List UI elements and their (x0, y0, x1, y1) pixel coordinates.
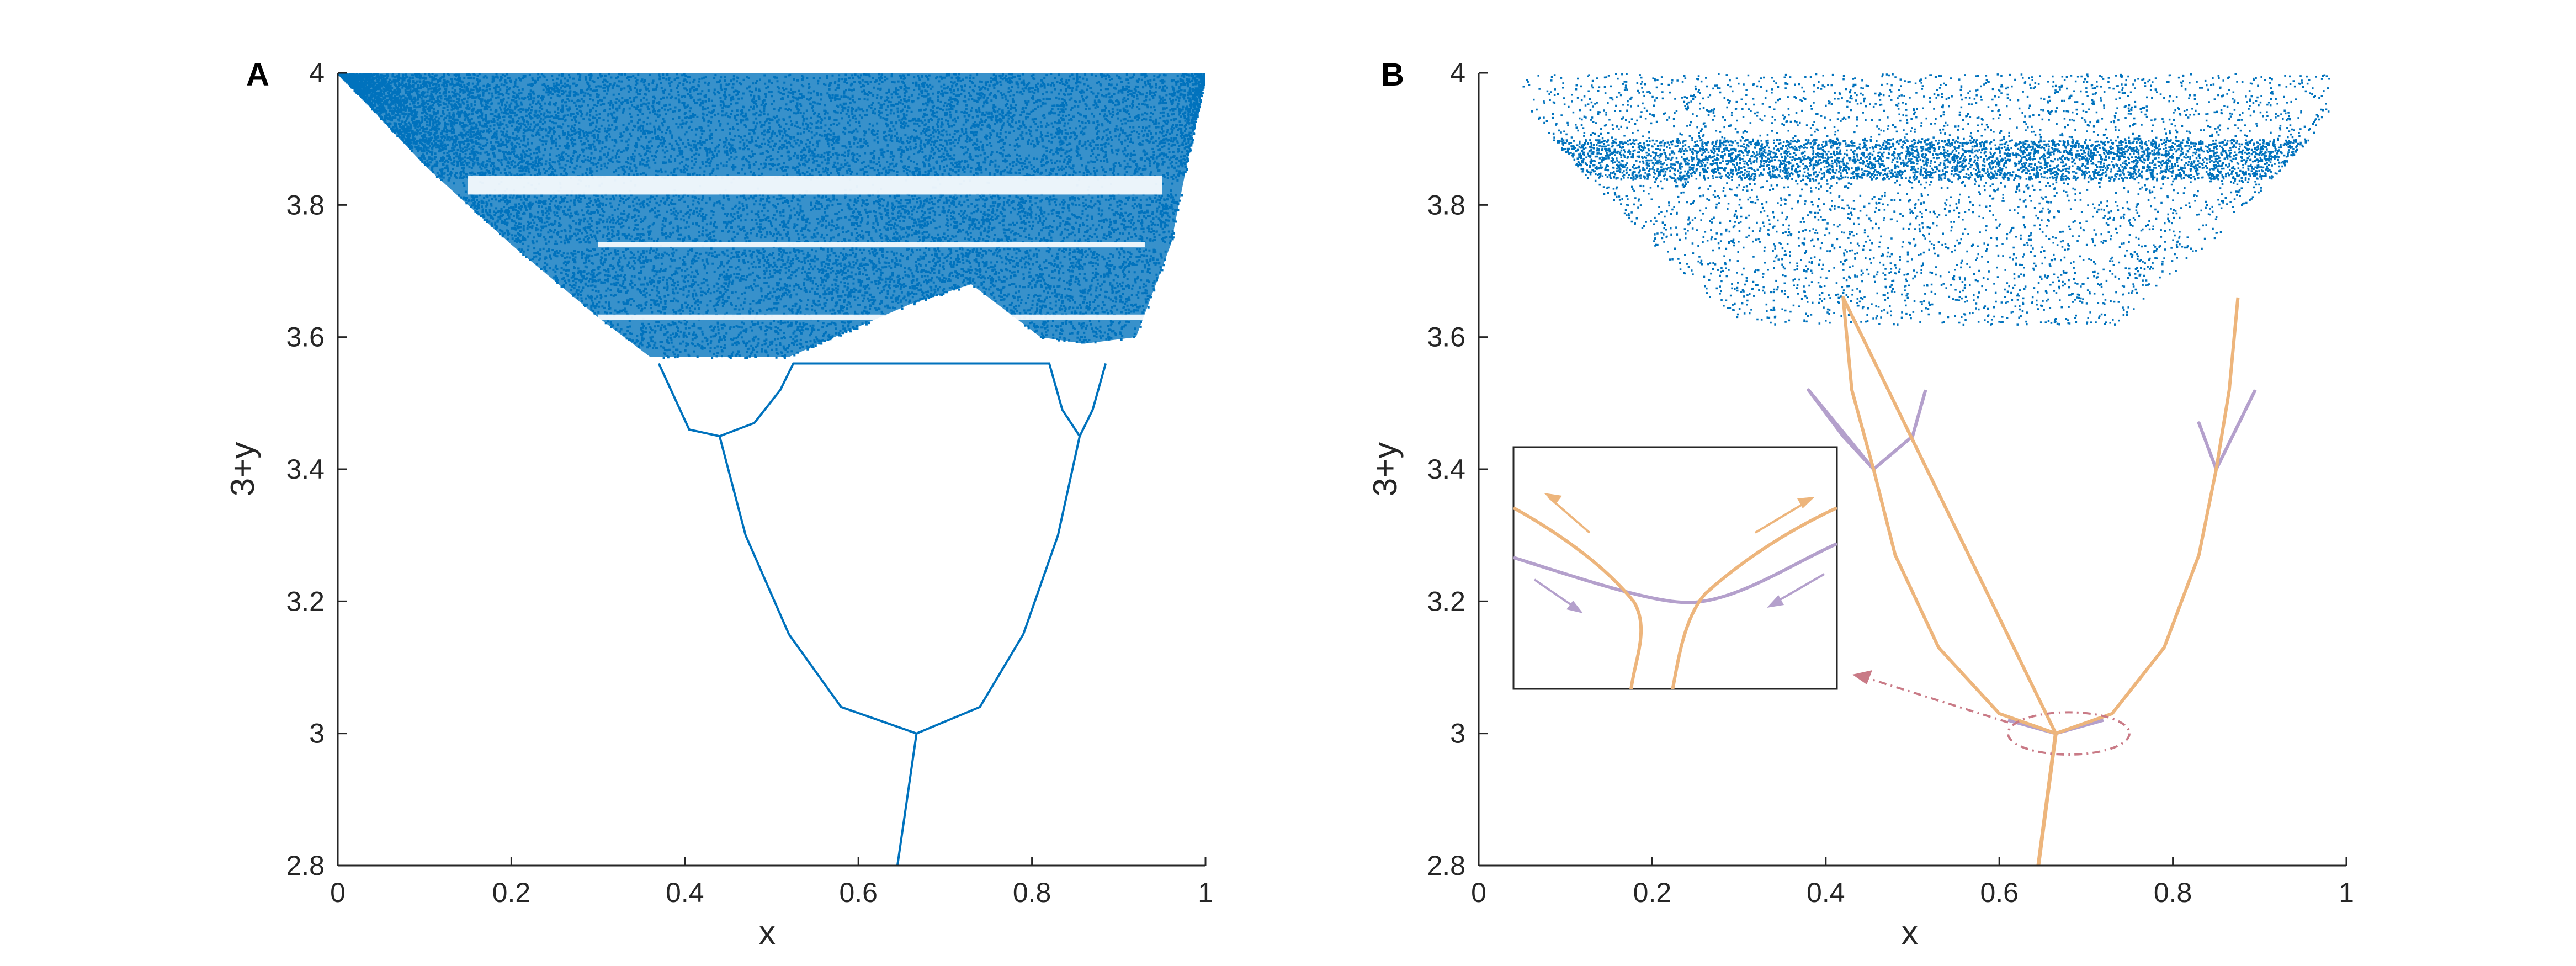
inset-orange-curve-left (1513, 506, 1643, 689)
bifurcation-branch-b (1807, 388, 1927, 471)
y-axis-title-a: 3+y (224, 442, 261, 496)
y-tick-label-b: 4 (1450, 57, 1465, 88)
y-tick-label-b: 3.8 (1427, 189, 1465, 220)
inset-arrow-orange-left-head (1544, 493, 1562, 505)
inset-content (1513, 506, 1837, 689)
x-axis-title-a: x (759, 914, 776, 951)
bifurcation-branch-b (2036, 733, 2058, 866)
highlight-annotation (1852, 670, 2131, 756)
y-tick-label-a: 4 (309, 57, 325, 88)
inset-arrow-orange-right-head (1797, 497, 1815, 508)
y-tick-label-b: 3.4 (1427, 454, 1465, 485)
chaotic-region-fill-a (338, 73, 1205, 357)
x-tick-label-b: 1 (2339, 877, 2354, 908)
inset-arrow-purple-left-head (1566, 601, 1583, 613)
plot-area-a (338, 73, 1205, 866)
axes-a: 0 0.2 0.4 0.6 0.8 1 2.8 3 3.2 3.4 3.6 3.8 4 (286, 57, 1213, 908)
y-axis-title-b: 3+y (1367, 442, 1404, 496)
chaotic-points-b (1522, 73, 2330, 326)
inset-orange-curve-right (1671, 506, 1837, 689)
x-axis-title-b: x (1902, 914, 1918, 951)
x-tick-label-b: 0.2 (1633, 877, 1672, 908)
axes-b: 0 0.2 0.4 0.6 0.8 1 2.8 3 3.2 3.4 3.6 3.8 4 (1427, 57, 2354, 908)
x-tick-label-b: 0.6 (1980, 877, 2019, 908)
bifurcation-branch-a (896, 733, 918, 866)
x-tick-label-a: 0.2 (492, 877, 531, 908)
highlight-ellipse (2006, 711, 2131, 756)
highlight-arrow-line (1861, 675, 2009, 724)
panel-label-b: B (1381, 57, 1404, 93)
bifurcation-branch-a (657, 362, 1107, 439)
x-tick-label-a: 1 (1198, 877, 1213, 908)
bifurcation-branch-a (718, 436, 1081, 735)
chaotic-point-cloud-b (1522, 73, 2330, 326)
x-tick-label-a: 0.8 (1013, 877, 1051, 908)
periodic-window-gap-a (598, 314, 1145, 320)
y-tick-label-b: 3.2 (1427, 586, 1465, 617)
y-tick-label-b: 3 (1450, 718, 1465, 749)
periodic-window-gap-a (468, 176, 1162, 195)
x-tick-label-a: 0.6 (839, 877, 878, 908)
x-tick-label-b: 0.8 (2154, 877, 2192, 908)
y-tick-label-a: 3.2 (286, 586, 325, 617)
y-tick-label-a: 3.6 (286, 322, 325, 353)
highlight-arrow-head (1852, 670, 1872, 684)
y-tick-label-a: 3.8 (286, 189, 325, 220)
inset-frame (1512, 446, 1838, 690)
y-tick-label-a: 2.8 (286, 850, 325, 881)
y-tick-label-a: 3 (309, 718, 325, 749)
periodic-window-gap-a (598, 242, 1145, 248)
plot-area-b (1522, 73, 2330, 866)
panel-b: 0 0.2 0.4 0.6 0.8 1 2.8 3 3.2 3.4 3.6 3.8 4 B x 3+y (1367, 57, 2354, 951)
x-tick-label-b: 0.4 (1807, 877, 1845, 908)
y-tick-label-a: 3.4 (286, 454, 325, 485)
inset-zoom-box (1512, 446, 1838, 690)
x-tick-label-a: 0 (330, 877, 346, 908)
x-tick-label-a: 0.4 (666, 877, 704, 908)
x-tick-label-b: 0 (1471, 877, 1486, 908)
inset-arrow-purple-right-head (1767, 595, 1784, 608)
panel-label-a: A (246, 57, 269, 93)
panel-a: 0 0.2 0.4 0.6 0.8 1 2.8 3 3.2 3.4 3.6 3.8 4 A x 3+y (224, 57, 1213, 951)
y-tick-label-b: 3.6 (1427, 322, 1465, 353)
bifurcation-branch-b (1841, 295, 2240, 735)
y-tick-label-b: 2.8 (1427, 850, 1465, 881)
